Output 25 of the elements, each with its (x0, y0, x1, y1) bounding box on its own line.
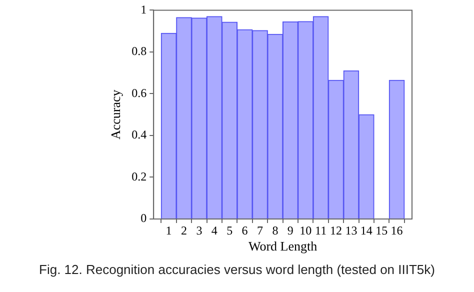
y-tick-label: 1 (140, 2, 147, 16)
x-tick-label: 16 (390, 223, 403, 238)
caption: Fig. 12. Recognition accuracies versus word length (tested on IIIT5k) (38, 262, 436, 277)
y-axis-title: Accuracy (108, 89, 124, 140)
x-tick-label: 4 (211, 223, 218, 238)
x-tick-label: 12 (330, 223, 342, 238)
x-tick-label: 11 (315, 223, 327, 238)
x-tick-label: 1 (166, 223, 172, 238)
x-tick-label: 9 (287, 223, 294, 238)
y-tick-label: 0.8 (132, 44, 147, 58)
y-tick-label: 0.2 (132, 169, 147, 184)
x-tick-label: 15 (376, 223, 388, 238)
x-tick-label: 10 (300, 223, 312, 238)
x-tick-label: 2 (181, 223, 187, 238)
x-tick-label: 6 (242, 223, 248, 238)
y-tick-label: 0.6 (132, 86, 147, 100)
x-axis-title: Word Length (248, 238, 318, 254)
x-tick-label: 7 (257, 223, 263, 238)
x-tick-label: 13 (345, 223, 358, 238)
x-tick-label: 8 (272, 223, 278, 238)
x-tick-label: 5 (226, 223, 233, 238)
y-tick-label: 0 (140, 211, 147, 226)
x-tick-label: 3 (196, 223, 202, 238)
y-tick-label: 0.4 (132, 128, 147, 142)
x-tick-label: 14 (360, 223, 372, 238)
